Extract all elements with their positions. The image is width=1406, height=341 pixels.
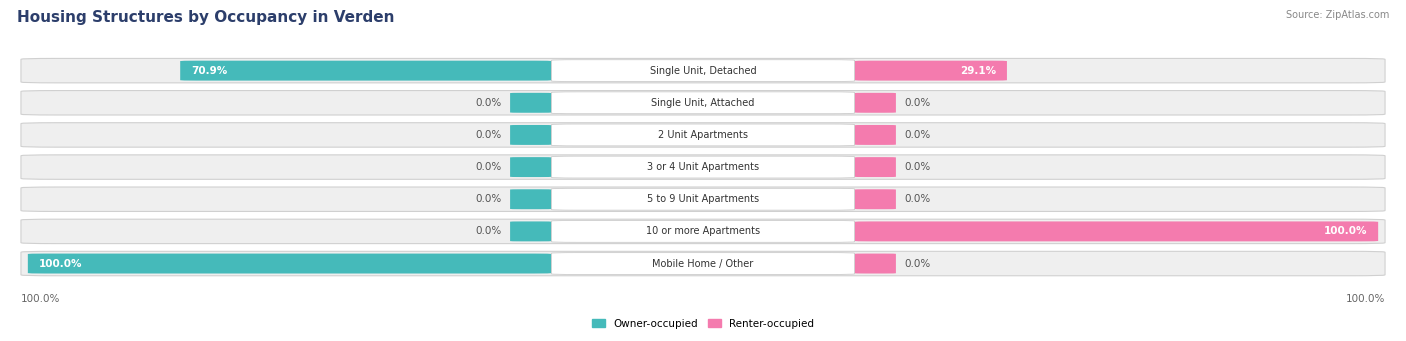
FancyBboxPatch shape — [551, 253, 855, 275]
Text: Single Unit, Detached: Single Unit, Detached — [650, 65, 756, 76]
Text: 0.0%: 0.0% — [904, 162, 931, 172]
FancyBboxPatch shape — [551, 221, 855, 242]
Text: 0.0%: 0.0% — [904, 98, 931, 108]
Text: 3 or 4 Unit Apartments: 3 or 4 Unit Apartments — [647, 162, 759, 172]
FancyBboxPatch shape — [21, 123, 1385, 147]
FancyBboxPatch shape — [510, 93, 551, 113]
Text: 0.0%: 0.0% — [904, 258, 931, 269]
Text: Mobile Home / Other: Mobile Home / Other — [652, 258, 754, 269]
Text: 29.1%: 29.1% — [960, 65, 995, 76]
FancyBboxPatch shape — [855, 221, 1378, 241]
Text: 0.0%: 0.0% — [475, 194, 502, 204]
Text: 5 to 9 Unit Apartments: 5 to 9 Unit Apartments — [647, 194, 759, 204]
Text: 0.0%: 0.0% — [475, 98, 502, 108]
Text: 100.0%: 100.0% — [1323, 226, 1367, 236]
Text: 0.0%: 0.0% — [475, 226, 502, 236]
FancyBboxPatch shape — [551, 156, 855, 178]
FancyBboxPatch shape — [551, 60, 855, 81]
FancyBboxPatch shape — [855, 254, 896, 273]
Text: Housing Structures by Occupancy in Verden: Housing Structures by Occupancy in Verde… — [17, 10, 394, 25]
FancyBboxPatch shape — [510, 189, 551, 209]
Text: Source: ZipAtlas.com: Source: ZipAtlas.com — [1285, 10, 1389, 20]
FancyBboxPatch shape — [21, 155, 1385, 179]
Text: 0.0%: 0.0% — [904, 130, 931, 140]
FancyBboxPatch shape — [21, 91, 1385, 115]
FancyBboxPatch shape — [21, 251, 1385, 276]
FancyBboxPatch shape — [28, 254, 551, 273]
FancyBboxPatch shape — [855, 189, 896, 209]
Text: 0.0%: 0.0% — [904, 194, 931, 204]
FancyBboxPatch shape — [551, 188, 855, 210]
FancyBboxPatch shape — [855, 93, 896, 113]
FancyBboxPatch shape — [855, 61, 1007, 80]
FancyBboxPatch shape — [21, 219, 1385, 243]
FancyBboxPatch shape — [551, 124, 855, 146]
Text: 10 or more Apartments: 10 or more Apartments — [645, 226, 761, 236]
FancyBboxPatch shape — [180, 61, 551, 80]
Text: Single Unit, Attached: Single Unit, Attached — [651, 98, 755, 108]
FancyBboxPatch shape — [855, 157, 896, 177]
FancyBboxPatch shape — [551, 92, 855, 114]
Legend: Owner-occupied, Renter-occupied: Owner-occupied, Renter-occupied — [588, 315, 818, 333]
Text: 2 Unit Apartments: 2 Unit Apartments — [658, 130, 748, 140]
FancyBboxPatch shape — [510, 157, 551, 177]
FancyBboxPatch shape — [510, 221, 551, 241]
FancyBboxPatch shape — [855, 125, 896, 145]
FancyBboxPatch shape — [21, 187, 1385, 211]
Text: 100.0%: 100.0% — [1346, 294, 1385, 305]
Text: 70.9%: 70.9% — [191, 65, 228, 76]
FancyBboxPatch shape — [21, 58, 1385, 83]
Text: 100.0%: 100.0% — [21, 294, 60, 305]
Text: 0.0%: 0.0% — [475, 130, 502, 140]
Text: 0.0%: 0.0% — [475, 162, 502, 172]
Text: 100.0%: 100.0% — [39, 258, 83, 269]
FancyBboxPatch shape — [510, 125, 551, 145]
